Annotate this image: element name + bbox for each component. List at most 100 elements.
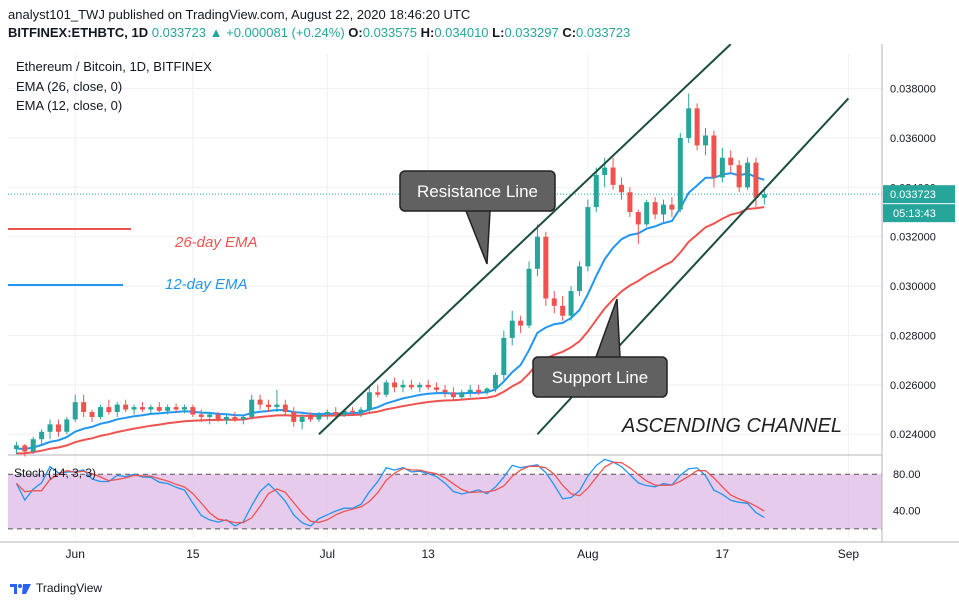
- time-tick-label: Jun: [66, 547, 85, 561]
- candle-body: [350, 410, 356, 413]
- tradingview-label: TradingView: [36, 581, 103, 595]
- candle-body: [610, 167, 616, 185]
- candle-body: [224, 416, 229, 420]
- candle-body: [677, 137, 683, 210]
- candle-body: [266, 404, 272, 408]
- candle-body: [753, 162, 759, 198]
- candle-body: [232, 416, 238, 420]
- candle-body: [484, 388, 490, 393]
- ema-lines: [8, 172, 882, 455]
- stochastic-pane: [8, 458, 882, 530]
- candle-body: [736, 165, 742, 188]
- candle-body: [417, 384, 423, 388]
- candle-body: [240, 416, 246, 420]
- candle-body: [476, 389, 482, 393]
- candle-body: [274, 404, 280, 408]
- candle-body: [30, 439, 36, 452]
- time-tick-label: 15: [186, 547, 200, 561]
- stoch-tick-label: 80.00: [893, 469, 921, 481]
- candle-body: [13, 445, 19, 450]
- candle-body: [156, 407, 162, 411]
- candle-body: [543, 236, 549, 299]
- candle-body: [358, 409, 364, 413]
- candle-body: [114, 404, 120, 413]
- candle-body: [375, 392, 381, 395]
- candle-body: [509, 320, 515, 338]
- candle-body: [148, 407, 154, 410]
- high-label: H:: [420, 25, 435, 40]
- time-tick-label: Aug: [577, 547, 598, 561]
- candle-body: [97, 407, 103, 417]
- candle-body: [139, 407, 145, 410]
- candle-body: [257, 399, 263, 405]
- price-tick-label: 0.028000: [890, 330, 936, 342]
- last-price-tag-label: 0.033723: [890, 189, 936, 201]
- ema26-line: [16, 206, 765, 455]
- candle-body: [47, 424, 53, 432]
- candle-body: [661, 204, 666, 215]
- candle-body: [669, 204, 675, 210]
- candle-body: [585, 207, 591, 267]
- price-chart[interactable]: 0.024000 0.026000 0.028000 0.030000 0.032000…: [0, 44, 959, 580]
- close-value: 0.033723: [576, 25, 631, 40]
- low-value: 0.033297: [504, 25, 559, 40]
- candle-body: [761, 194, 767, 198]
- channel-label: ASCENDING CHANNEL: [621, 415, 842, 437]
- candle-body: [467, 389, 473, 393]
- close-label: C:: [562, 25, 577, 40]
- legend-stoch: Stoch (14, 3, 3): [14, 466, 97, 480]
- candle-body: [72, 402, 78, 420]
- last-price-tag: [883, 185, 955, 204]
- candle-body: [719, 157, 725, 178]
- candle-body: [341, 410, 347, 415]
- candle-body: [501, 337, 507, 375]
- candle-body: [55, 424, 61, 432]
- candle-body: [459, 392, 465, 398]
- candle-body: [644, 202, 650, 225]
- candle-body: [568, 291, 574, 316]
- price-tick-label: 0.036000: [890, 133, 936, 145]
- legend-title: Ethereum / Bitcoin, 1D, BITFINEX: [16, 59, 212, 74]
- candle-body: [442, 389, 448, 393]
- legend-ema12: EMA (12, close, 0): [16, 98, 123, 113]
- candle-body: [89, 412, 95, 417]
- candle-body: [711, 135, 717, 178]
- candle-body: [333, 412, 339, 415]
- resistance-callout-label: Resistance Line: [417, 182, 538, 201]
- support-callout-pointer: [595, 298, 621, 358]
- candle-body: [602, 167, 608, 175]
- time-tick-label: Sep: [838, 547, 860, 561]
- candle-body: [745, 162, 751, 188]
- stoch-d-line: [15, 461, 765, 524]
- chart-grid: [8, 54, 882, 538]
- countdown-tag: [883, 204, 955, 223]
- candle-body: [215, 414, 221, 420]
- candle-body: [165, 407, 171, 411]
- candle-body: [694, 108, 700, 146]
- candle-body: [686, 108, 692, 138]
- price-tick-label: 0.030000: [890, 281, 936, 293]
- axes: 0.024000 0.026000 0.028000 0.030000 0.032000…: [0, 44, 959, 561]
- candle-body: [123, 404, 129, 410]
- countdown-label: 05:13:43: [893, 208, 936, 220]
- candle-body: [450, 392, 456, 398]
- candle-body: [593, 174, 599, 208]
- support-callout-label: Support Line: [552, 368, 648, 387]
- candle-body: [207, 414, 213, 417]
- candle-body: [181, 407, 187, 410]
- candle-body: [425, 384, 431, 388]
- candle-body: [64, 419, 70, 432]
- annotations: Resistance Line Support Line ASCENDING CHA…: [8, 170, 842, 437]
- candle-body: [728, 157, 734, 166]
- tradingview-brand[interactable]: TradingView: [10, 581, 102, 596]
- stoch-tick-label: 40.00: [893, 506, 921, 518]
- candle-body: [39, 431, 45, 440]
- candle-body: [324, 412, 330, 415]
- candle-body: [576, 266, 582, 292]
- candle-body: [560, 305, 566, 316]
- low-label: L:: [492, 25, 505, 40]
- candle-body: [635, 212, 641, 225]
- open-label: O:: [348, 25, 363, 40]
- open-value: 0.033575: [362, 25, 417, 40]
- candle-body: [22, 445, 28, 452]
